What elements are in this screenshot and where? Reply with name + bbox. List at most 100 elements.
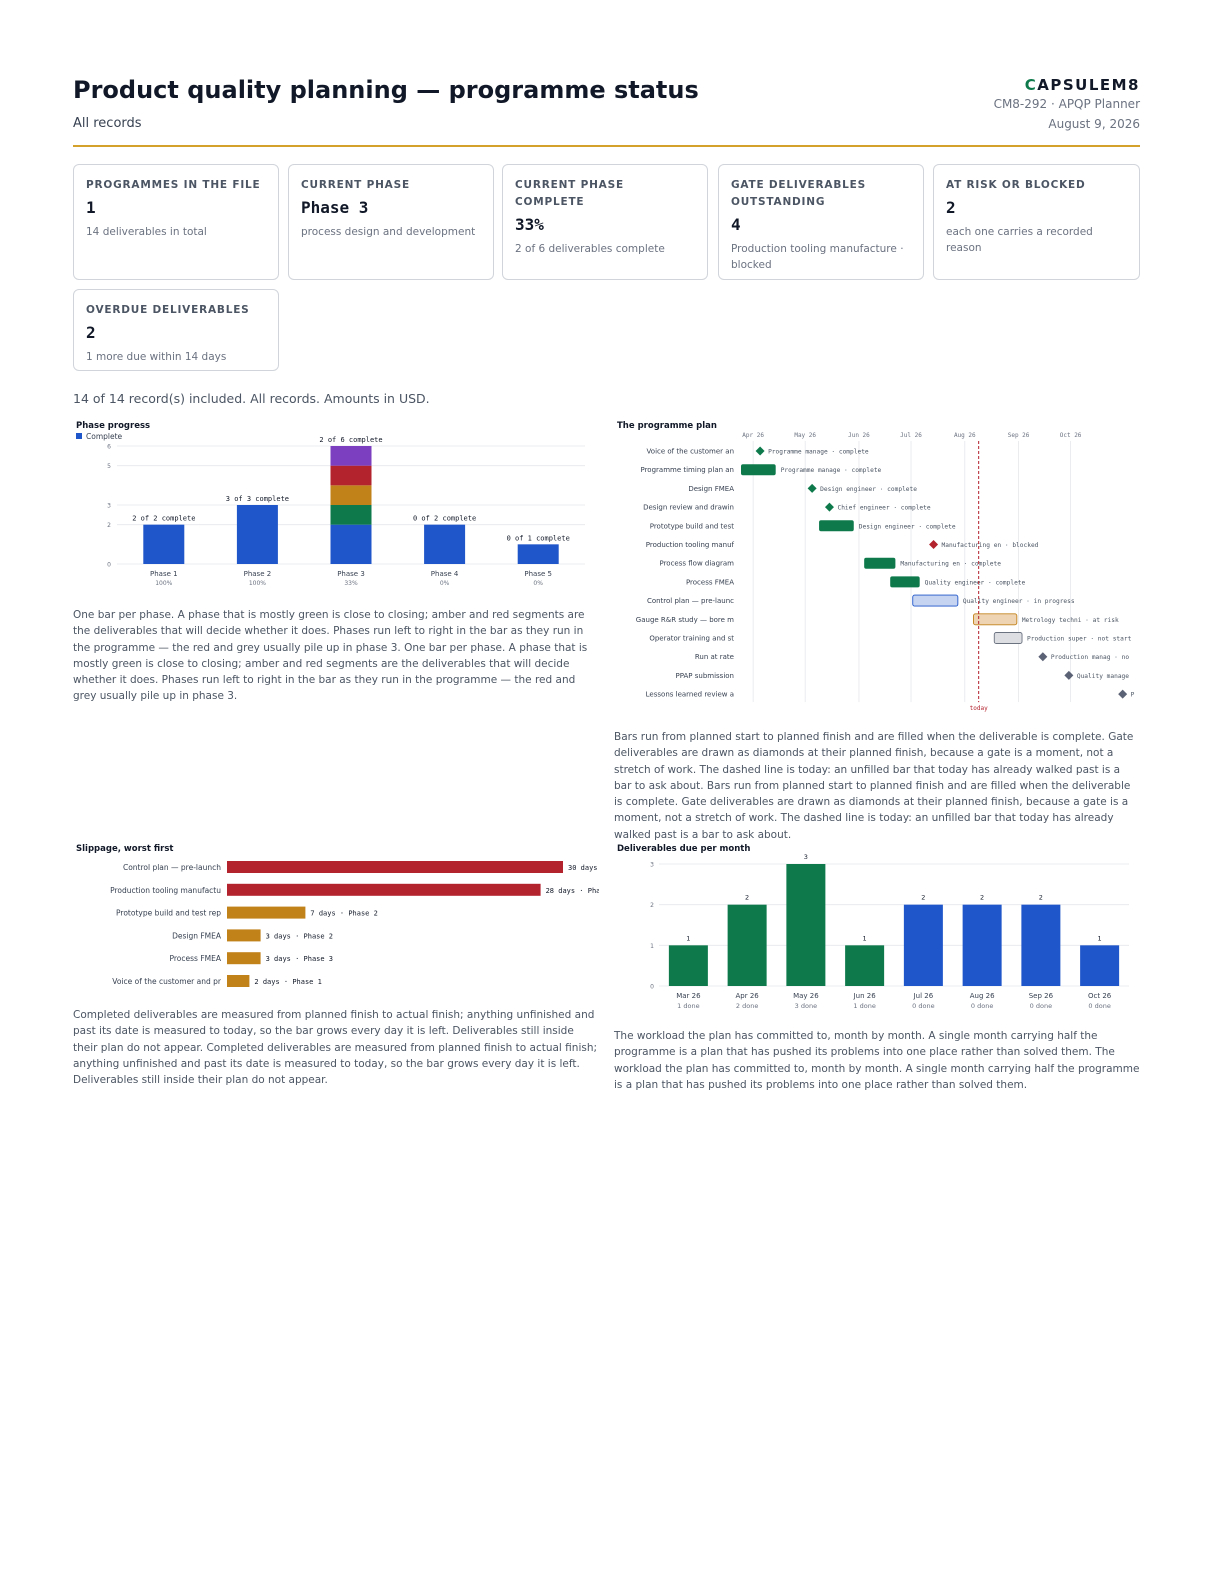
task-status-label: Metrology techni · at risk (1022, 617, 1119, 624)
kpi-note: 2 of 6 deliverables complete (515, 243, 665, 255)
phase-progress-caption: One bar per phase. A phase that is mostl… (73, 609, 588, 703)
task-status-label: Programme manage · complete (781, 467, 882, 474)
x-tick-label: Jun 26 (853, 992, 877, 1000)
month-bar (903, 904, 943, 986)
page-title: Product quality planning — programme sta… (73, 76, 699, 104)
task-label: Voice of the customer an (647, 448, 734, 456)
task-label: Prototype build and test (650, 522, 735, 530)
month-label: Sep 26 (1008, 432, 1030, 439)
slippage-caption: Completed deliverables are measured from… (73, 1009, 598, 1087)
header-divider (73, 145, 1140, 147)
kpi-label: Programmes in the file (86, 179, 261, 191)
bar-value-label: 2 (745, 894, 749, 902)
bar-segment (330, 446, 372, 466)
kpi-card-phase-complete: Current phase complete 33% 2 of 6 delive… (502, 164, 708, 280)
slip-bar (227, 975, 249, 987)
kpi-value: Phase 3 (301, 198, 369, 217)
programme-plan-chart: The programme plan Apr 26 May 26 Jun 26 Jul … (617, 421, 1135, 712)
legend-label: Complete (86, 432, 123, 441)
bar-category-label: Design FMEA (172, 931, 222, 940)
bar-category-label: Control plan — pre-launch (123, 863, 221, 872)
task-label: Production tooling manuf (646, 541, 735, 549)
x-sub-label: 1 done (677, 1002, 699, 1010)
kpi-card-programmes: Programmes in the file 1 14 deliverables… (73, 164, 279, 280)
x-sub-label: 3 done (795, 1002, 817, 1010)
y-tick-label: 5 (107, 463, 111, 470)
bar-top-label: 2 of 2 complete (132, 515, 195, 523)
task-label: Design FMEA (688, 485, 734, 493)
document-id: CM8-292 · APQP Planner (993, 97, 1140, 111)
bar-top-label: 0 of 2 complete (413, 515, 476, 523)
bar-value-label: 28 days · Phase 3 (546, 887, 618, 895)
month-label: May 26 (794, 432, 816, 439)
kpi-card-gate-outstanding: Gate deliverables outstanding 4 Producti… (718, 164, 924, 280)
kpi-value: 2 (946, 198, 956, 217)
bar-value-label: 3 (804, 853, 808, 861)
month-bar (845, 945, 885, 986)
x-tick-label: Sep 26 (1029, 992, 1054, 1000)
task-label: Run at rate (695, 653, 734, 661)
bar-segment (424, 524, 466, 564)
task-status-label: Manufacturing en · complete (900, 561, 1001, 568)
bar-segment (330, 485, 372, 505)
task-label: Gauge R&R study — bore m (636, 616, 734, 624)
task-status-label: Quality engineer · in progress (963, 598, 1075, 605)
chart-title: Slippage, worst first (76, 844, 173, 854)
task-label: Programme timing plan an (640, 466, 734, 474)
task-status-label: P (1131, 692, 1135, 699)
x-sub-label: 0 done (1030, 1002, 1052, 1010)
bar-segment (330, 505, 372, 525)
x-tick-label: Phase 1 (150, 570, 178, 578)
task-status-label: Quality manage (1077, 673, 1129, 680)
task-label: PPAP submission (676, 672, 734, 680)
bar-category-label: Prototype build and test rep (116, 909, 221, 918)
kpi-value: 33% (515, 215, 544, 234)
bar-value-label: 3 days · Phase 3 (266, 955, 333, 963)
task-bar (890, 576, 920, 588)
records-included-note: 14 of 14 record(s) included. All records… (73, 391, 430, 406)
kpi-value: 1 (86, 198, 96, 217)
slip-bar (227, 929, 261, 941)
month-label: Jun 26 (848, 432, 870, 439)
bar-segment (517, 544, 559, 564)
kpi-card-at-risk: At risk or blocked 2 each one carries a … (933, 164, 1140, 280)
slip-bar (227, 861, 563, 873)
y-tick-label: 0 (650, 984, 654, 991)
month-label: Oct 26 (1060, 432, 1082, 439)
x-sub-label: 2 done (736, 1002, 758, 1010)
x-sub-label: 0 done (1088, 1002, 1110, 1010)
month-bar (962, 904, 1002, 986)
page-subtitle: All records (73, 116, 142, 131)
bar-segment (236, 505, 278, 564)
kpi-note: 14 deliverables in total (86, 226, 207, 238)
brand-logo: CAPSULEM8 (1025, 76, 1140, 94)
task-status-label: Production manag · no (1051, 654, 1130, 661)
month-bar (668, 945, 708, 986)
task-bar (741, 464, 776, 476)
slip-bar (227, 952, 261, 964)
brand-logo-mark: C (1024, 76, 1038, 94)
report-page: Product quality planning — programme sta… (73, 0, 1140, 1584)
task-label: Process FMEA (686, 578, 734, 586)
gate-diamond (1118, 689, 1128, 699)
y-tick-label: 6 (107, 444, 111, 451)
month-bar (727, 904, 767, 986)
gate-diamond (929, 540, 939, 549)
gate-diamond (1038, 652, 1048, 662)
y-tick-label: 3 (107, 503, 111, 510)
x-sub-label: 0% (533, 580, 543, 587)
bar-segment (330, 524, 372, 564)
task-label: Process flow diagram (659, 560, 734, 568)
x-sub-label: 0 done (912, 1002, 934, 1010)
kpi-note: 1 more due within 14 days (86, 351, 227, 363)
y-tick-label: 0 (107, 562, 111, 569)
kpi-label: Gate deliverables outstanding (731, 179, 866, 208)
kpi-value: 2 (86, 323, 96, 342)
task-bar (912, 594, 959, 607)
bar-top-label: 0 of 1 complete (507, 534, 570, 542)
task-status-label: Manufacturing en · blocked (942, 542, 1039, 549)
x-sub-label: 100% (249, 580, 266, 587)
kpi-label: Current phase (301, 179, 410, 191)
x-sub-label: 0 done (971, 1002, 993, 1010)
